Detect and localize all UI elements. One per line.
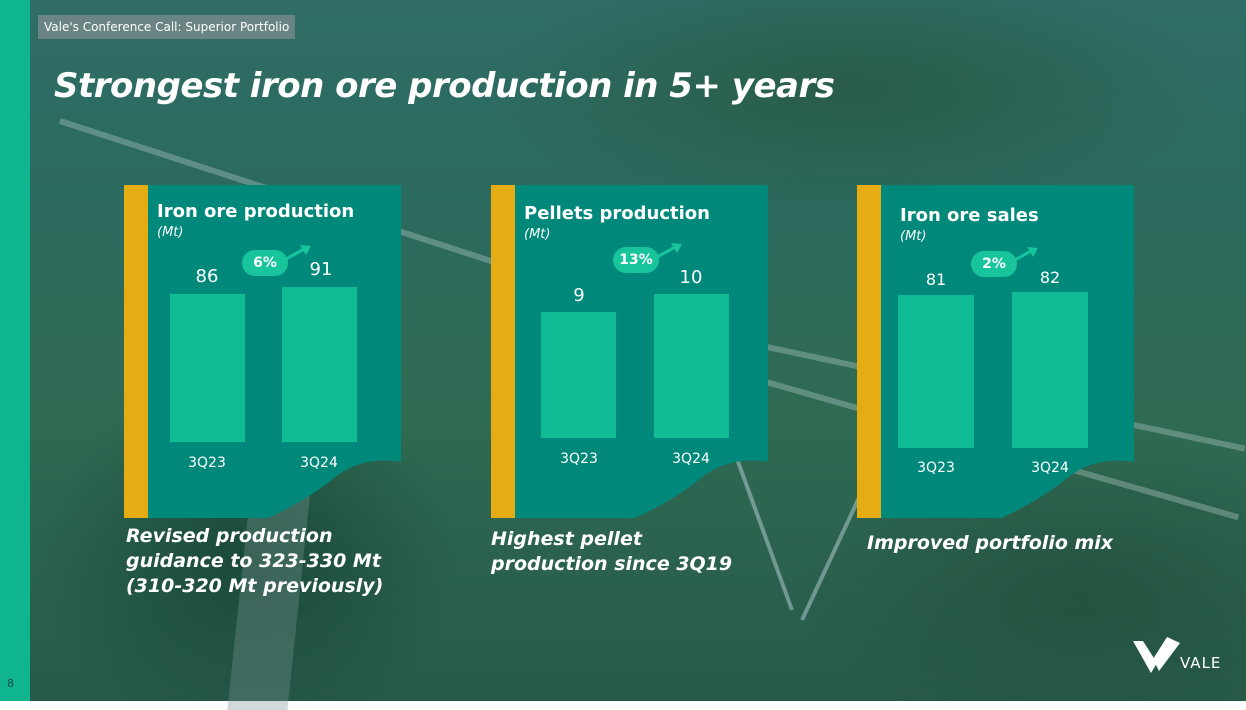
category-label: 3Q23 [188,455,226,471]
left-accent-strip [0,0,30,701]
bar-3q24 [1012,292,1088,448]
vale-v-logo-icon [1133,637,1180,673]
change-badge: 2% [971,251,1017,277]
bar-value-label: 82 [1039,268,1061,287]
up-arrow-icon [656,243,682,259]
chart-unit: (Mt) [524,227,551,242]
category-label: 3Q24 [672,451,710,467]
change-badge: 13% [613,247,659,273]
caption-guidance: Revised production guidance to 323-330 M… [126,525,384,597]
bar-value-label: 9 [573,285,585,306]
caption-pellets: Highest pellet production since 3Q19 [491,528,733,575]
logo-text: VALE [1180,654,1222,672]
card-panel: Iron ore sales (Mt) 2% 81 82 3Q23 3Q24 [881,185,1134,518]
category-label: 3Q23 [917,460,955,476]
card-panel: Pellets production (Mt) 13% 9 10 3Q23 3Q… [515,185,768,518]
bar-value-label: 81 [925,270,947,289]
chart-title: Pellets production [524,203,710,224]
chart-unit: (Mt) [157,225,184,240]
chart-title: Iron ore sales [900,205,1039,226]
bar-3q24 [654,294,729,438]
bar-3q23 [898,295,974,448]
category-label: 3Q24 [300,455,338,471]
page-number: 8 [7,677,14,690]
up-arrow-icon [285,245,311,261]
bar-value-label: 91 [309,259,333,280]
category-label: 3Q23 [560,451,598,467]
category-label: 3Q24 [1031,460,1069,476]
chart-card-iron-ore-sales: Iron ore sales (Mt) 2% 81 82 3Q23 3Q24 [857,185,1134,518]
chart-unit: (Mt) [900,229,927,244]
card-panel: Iron ore production (Mt) 6% 86 91 3Q23 3… [148,185,401,518]
caption-portfolio: Improved portfolio mix [867,532,1114,554]
page-title: Strongest iron ore production in 5+ year… [54,66,835,106]
bar-3q24 [282,287,357,442]
bar-3q23 [541,312,616,438]
card-accent-bar [124,185,148,518]
card-accent-bar [491,185,515,518]
chart-card-iron-ore-production: Iron ore production (Mt) 6% 86 91 3Q23 3… [124,185,401,518]
change-badge: 6% [242,250,288,276]
bar-3q23 [170,294,245,442]
header-tag: Vale's Conference Call: Superior Portfol… [38,15,296,39]
chart-title: Iron ore production [157,201,355,222]
bar-value-label: 10 [679,267,703,288]
card-accent-bar [857,185,881,518]
chart-card-pellets-production: Pellets production (Mt) 13% 9 10 3Q23 3Q… [491,185,768,518]
bar-value-label: 86 [195,266,219,287]
up-arrow-icon [1012,247,1038,263]
